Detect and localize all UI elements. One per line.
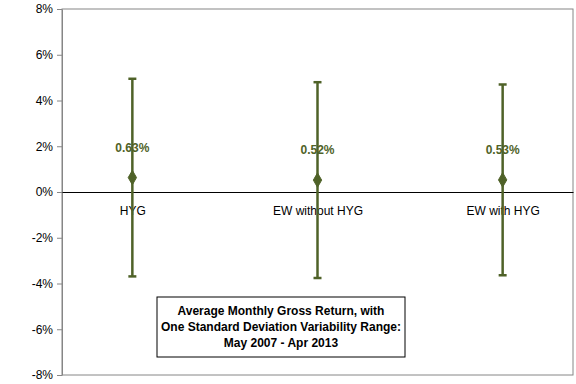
y-tick: 4% [36, 94, 62, 108]
y-tick: -6% [32, 323, 62, 337]
data-label: 0.63% [115, 141, 149, 155]
title-frame [157, 297, 405, 357]
y-tick-label: -4% [32, 277, 54, 291]
y-axis: -8% -6% -4% -2% 0% 2% 4% 6% 8% [32, 2, 63, 382]
error-bar-cap [128, 78, 136, 81]
y-tick-label: 0% [36, 185, 54, 199]
error-bar-cap [128, 275, 136, 278]
y-tick-mark [57, 238, 62, 239]
y-tick: 2% [36, 140, 62, 154]
y-tick-label: 6% [36, 48, 54, 62]
y-tick: 0% [36, 185, 62, 199]
mean-marker [128, 170, 136, 184]
data-label: 0.52% [300, 143, 334, 157]
y-tick-label: -2% [32, 231, 54, 245]
y-tick: 8% [36, 2, 62, 16]
error-bar [499, 84, 507, 275]
mean-marker [498, 173, 506, 187]
y-tick-mark [57, 146, 62, 147]
title: Average Monthly Gross Return, with [178, 304, 385, 318]
mean-marker [313, 173, 321, 187]
data-labels: 0.63% 0.52% 0.53% [115, 141, 520, 158]
y-tick-label: 4% [36, 94, 54, 108]
y-tick-mark [57, 192, 62, 193]
title: One Standard Deviation Variability Range… [161, 320, 401, 334]
y-tick-label: -6% [32, 323, 54, 337]
y-tick: -4% [32, 277, 62, 291]
y-tick: -2% [32, 231, 62, 245]
marks [128, 79, 507, 278]
error-bar-cap [499, 274, 507, 277]
error-bar [314, 82, 322, 278]
title: May 2007 - Apr 2013 [224, 336, 339, 350]
y-tick: -8% [32, 368, 62, 382]
y-tick-mark [57, 284, 62, 285]
plot: -8%-6%-4%-2%0%2%4%6%8%HYGEW without HYGE… [32, 2, 574, 382]
error-bar [128, 79, 136, 277]
y-tick-label: 8% [36, 2, 54, 16]
y-tick-mark [57, 101, 62, 102]
chart: -8%-6%-4%-2%0%2%4%6%8%HYGEW without HYGE… [0, 0, 576, 384]
plot-frame [62, 9, 573, 375]
y-tick-label: -8% [32, 368, 54, 382]
y-tick-label: 2% [36, 140, 54, 154]
y-tick-mark [57, 9, 62, 10]
error-bar-cap [314, 277, 322, 280]
y-tick: 6% [36, 48, 62, 62]
error-bar-cap [314, 81, 322, 84]
data-label: 0.53% [486, 143, 520, 157]
y-tick-mark [57, 375, 62, 376]
error-bar-cap [499, 83, 507, 86]
y-tick-mark [57, 55, 62, 56]
y-tick-mark [57, 329, 62, 330]
title-box: Average Monthly Gross Return, with One St… [157, 297, 405, 357]
